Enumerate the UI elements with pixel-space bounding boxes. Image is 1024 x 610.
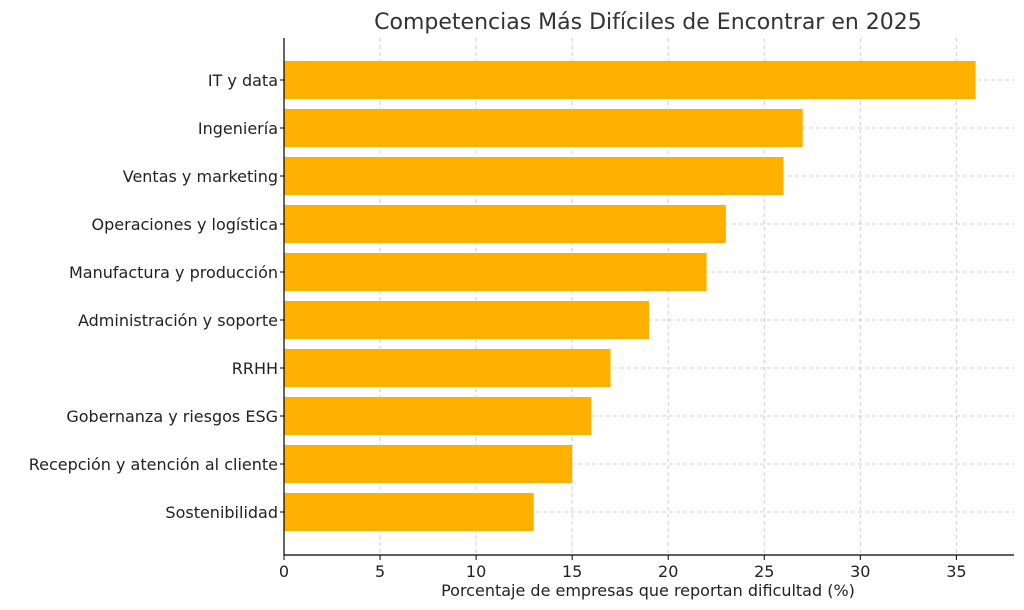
bar-4 <box>284 253 707 291</box>
bar-7 <box>284 397 592 435</box>
axes: 0 5 10 15 20 25 30 35 <box>279 38 1014 581</box>
bar-3 <box>284 205 726 243</box>
bar-9 <box>284 493 534 531</box>
bar-1 <box>284 109 803 147</box>
bar-0 <box>284 61 976 99</box>
category-label-3: Operaciones y logística <box>92 215 278 234</box>
x-tick-label-15: 15 <box>562 562 582 581</box>
category-label-2: Ventas y marketing <box>123 167 278 186</box>
category-label-6: RRHH <box>232 359 278 378</box>
bars <box>284 61 976 531</box>
bar-2 <box>284 157 784 195</box>
x-tick-label-0: 0 <box>279 562 289 581</box>
x-tick-label-25: 25 <box>754 562 774 581</box>
category-label-4: Manufactura y producción <box>69 263 278 282</box>
chart-title: Competencias Más Difíciles de Encontrar … <box>374 10 922 35</box>
bar-6 <box>284 349 611 387</box>
category-label-7: Gobernanza y riesgos ESG <box>66 407 278 426</box>
x-tick-label-30: 30 <box>850 562 870 581</box>
category-labels: IT y data Ingeniería Ventas y marketing Ope… <box>29 71 278 522</box>
category-label-9: Sostenibilidad <box>165 503 278 522</box>
x-tick-label-20: 20 <box>658 562 678 581</box>
bar-5 <box>284 301 649 339</box>
category-label-0: IT y data <box>208 71 278 90</box>
x-tick-label-10: 10 <box>466 562 486 581</box>
category-label-5: Administración y soporte <box>78 311 278 330</box>
x-tick-label-5: 5 <box>375 562 385 581</box>
category-label-1: Ingeniería <box>198 119 278 138</box>
bar-8 <box>284 445 573 483</box>
category-label-8: Recepción y atención al cliente <box>29 455 278 474</box>
x-tick-label-35: 35 <box>946 562 966 581</box>
x-axis-label: Porcentaje de empresas que reportan difi… <box>441 581 855 600</box>
